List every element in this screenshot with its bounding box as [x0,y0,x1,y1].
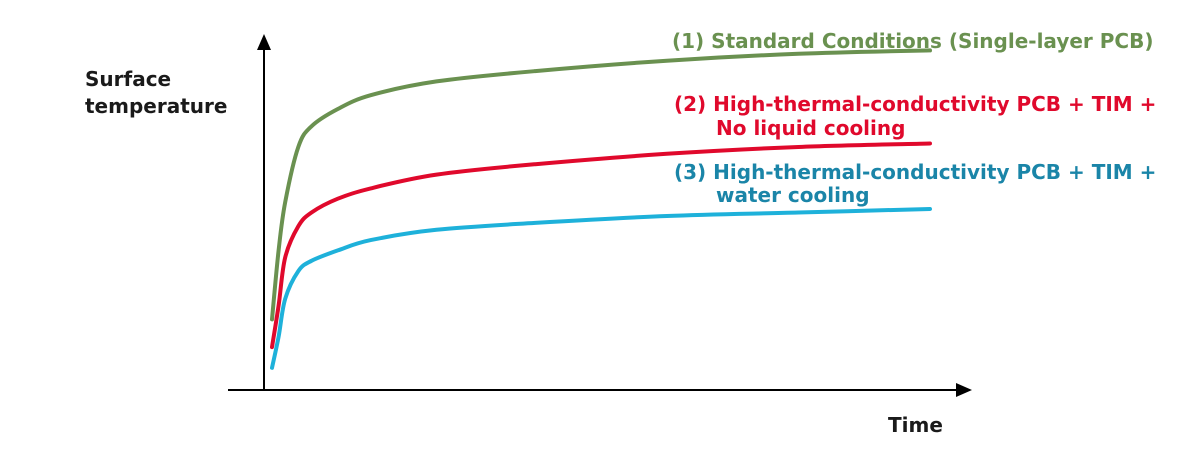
series-3-line [270,207,932,370]
series-3-label-line-2: water cooling [716,183,870,207]
y-axis-label-line-1: Surface [85,67,171,91]
series-2-label-line-2: No liquid cooling [716,116,905,140]
x-axis-arrow-icon [956,383,972,397]
series-1-label-line-1: (1) Standard Conditions (Single-layer PC… [672,29,1153,53]
series-2-line [270,141,932,350]
y-axis-arrow-icon [257,34,271,50]
y-axis-label-line-2: temperature [85,94,227,118]
x-axis-label: Time [888,413,943,437]
series-3-label-line-1: (3) High-thermal-conductivity PCB + TIM … [674,160,1156,184]
series-2-label-line-1: (2) High-thermal-conductivity PCB + TIM … [674,92,1156,116]
series-1-line [270,48,932,322]
